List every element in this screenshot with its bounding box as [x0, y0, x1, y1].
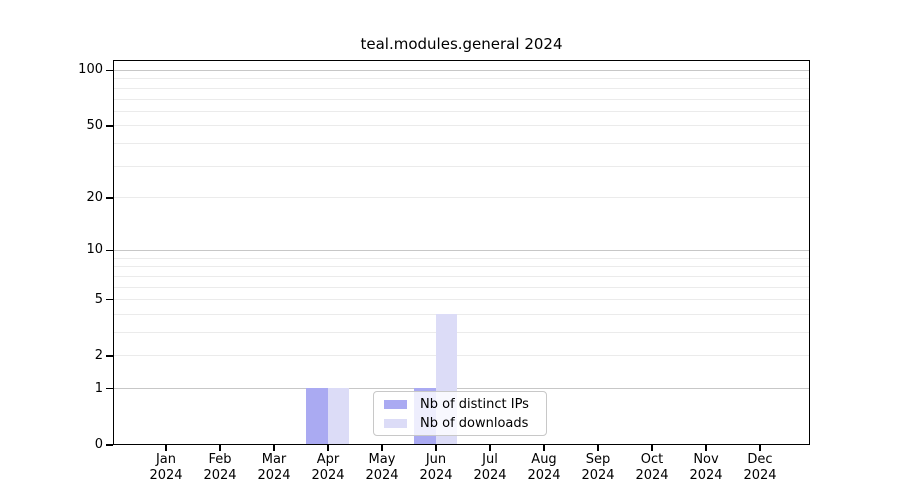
- gridline-minor: [114, 78, 809, 80]
- x-tick: [759, 445, 761, 451]
- y-tick-label: 50: [86, 117, 103, 133]
- legend-swatch-distinct-ips: [384, 399, 407, 409]
- gridline-minor: [114, 299, 809, 301]
- y-tick-label: 5: [94, 291, 103, 307]
- x-tick-month: Jan: [155, 452, 177, 467]
- gridline-minor: [114, 257, 809, 259]
- y-tick: [106, 125, 113, 127]
- x-tick-label: Mar 2024: [247, 452, 301, 484]
- gridline-minor: [114, 331, 809, 333]
- legend-swatch-downloads: [384, 418, 407, 428]
- x-tick: [165, 445, 167, 451]
- x-tick-month: Aug: [531, 452, 557, 467]
- gridline-minor: [114, 286, 809, 288]
- x-tick-month: Apr: [316, 452, 340, 467]
- x-tick-label: Jul 2024: [463, 452, 517, 484]
- x-tick-month: Nov: [693, 452, 719, 467]
- x-tick: [435, 445, 437, 451]
- y-tick: [106, 197, 113, 199]
- x-tick-label: Oct 2024: [625, 452, 679, 484]
- x-tick-label: Jan 2024: [139, 452, 193, 484]
- y-tick: [106, 298, 113, 301]
- x-tick-year: 2024: [419, 468, 453, 483]
- gridline-minor: [114, 313, 809, 315]
- x-tick: [327, 445, 329, 451]
- x-tick-year: 2024: [473, 468, 507, 483]
- x-tick-label: Jun 2024: [409, 452, 463, 484]
- x-tick-year: 2024: [581, 468, 615, 483]
- legend-row: Nb of downloads: [384, 414, 540, 433]
- y-tick: [106, 355, 113, 357]
- y-tick-label: 2: [94, 347, 103, 363]
- y-tick-label: 1: [94, 380, 103, 396]
- gridline-minor: [114, 197, 809, 199]
- x-tick-month: Dec: [747, 452, 773, 467]
- x-tick-label: Feb 2024: [193, 452, 247, 484]
- x-tick: [219, 445, 221, 451]
- x-tick-year: 2024: [365, 468, 399, 483]
- bar-distinct-ips: [306, 388, 328, 445]
- x-tick-year: 2024: [635, 468, 669, 483]
- gridline-minor: [114, 110, 809, 112]
- x-tick-year: 2024: [257, 468, 291, 483]
- x-tick: [273, 445, 275, 451]
- x-tick-year: 2024: [527, 468, 561, 483]
- y-tick: [106, 69, 113, 72]
- gridline-minor: [114, 87, 809, 89]
- x-tick-label: Aug 2024: [517, 452, 571, 484]
- gridline-minor: [114, 275, 809, 277]
- x-tick: [381, 445, 383, 451]
- y-tick-label: 10: [86, 242, 103, 258]
- x-tick-month: Mar: [261, 452, 287, 467]
- y-tick-label: 20: [86, 189, 103, 205]
- x-tick-label: Nov 2024: [679, 452, 733, 484]
- gridline-minor: [114, 355, 809, 357]
- bar-downloads: [327, 388, 349, 445]
- x-tick-month: May: [368, 452, 396, 467]
- x-tick-year: 2024: [311, 468, 345, 483]
- gridline-minor: [114, 266, 809, 268]
- legend-label: Nb of downloads: [420, 415, 529, 431]
- gridline-minor: [114, 98, 809, 100]
- x-tick-label: Dec 2024: [733, 452, 787, 484]
- x-tick: [651, 445, 653, 451]
- x-tick: [489, 445, 491, 451]
- x-tick-label: Apr 2024: [301, 452, 355, 484]
- x-tick-month: Jun: [425, 452, 447, 467]
- y-tick: [106, 387, 113, 390]
- x-tick-month: Jul: [482, 452, 498, 467]
- x-tick-year: 2024: [689, 468, 723, 483]
- y-tick: [106, 249, 113, 252]
- gridline-minor: [114, 143, 809, 145]
- gridline-major: [114, 69, 809, 71]
- gridline-minor: [114, 125, 809, 127]
- y-tick: [106, 444, 113, 446]
- chart-title: teal.modules.general 2024: [360, 35, 563, 53]
- x-tick-year: 2024: [203, 468, 237, 483]
- x-tick: [705, 445, 707, 451]
- legend: Nb of distinct IPs Nb of downloads: [373, 391, 547, 436]
- x-tick-label: May 2024: [355, 452, 409, 484]
- x-tick-month: Oct: [640, 452, 664, 467]
- x-tick-label: Sep 2024: [571, 452, 625, 484]
- legend-label: Nb of distinct IPs: [420, 396, 529, 412]
- gridline-major: [114, 388, 809, 390]
- y-tick-label: 0: [94, 437, 103, 452]
- y-tick-label: 100: [78, 62, 103, 78]
- x-tick-month: Sep: [585, 452, 611, 467]
- plot-area: [113, 60, 810, 445]
- x-tick-year: 2024: [743, 468, 777, 483]
- x-tick-month: Feb: [208, 452, 232, 467]
- gridline-minor: [114, 165, 809, 167]
- x-tick: [597, 445, 599, 451]
- legend-row: Nb of distinct IPs: [384, 395, 540, 414]
- x-tick: [543, 445, 545, 451]
- x-tick-year: 2024: [149, 468, 183, 483]
- gridline-major: [114, 249, 809, 251]
